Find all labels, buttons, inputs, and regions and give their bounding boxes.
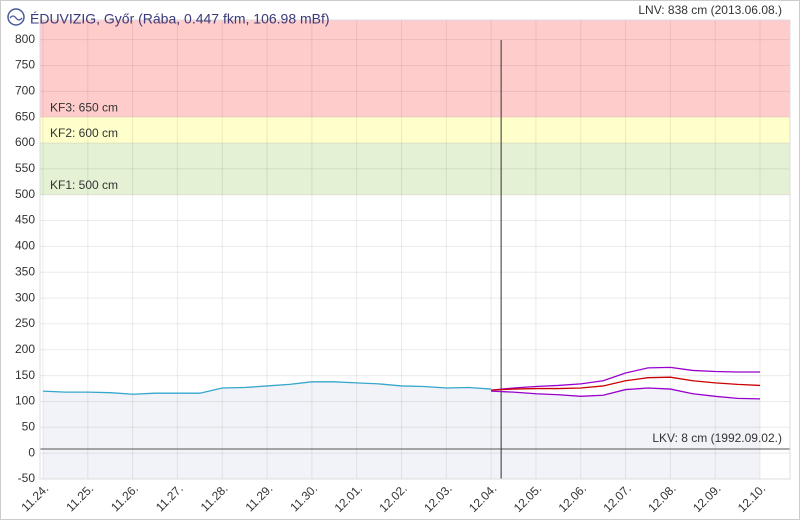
zone-band (40, 143, 790, 195)
zone-label: KF1: 500 cm (50, 178, 118, 192)
y-tick-label: 300 (15, 290, 35, 304)
plot: -50 0 50 100 150 200 250 300 350 400 450 500 550 600 6… (15, 3, 791, 515)
y-tick-label: 350 (15, 264, 35, 278)
zone-label: KF3: 650 cm (50, 100, 118, 114)
y-tick-label: 450 (15, 213, 35, 227)
y-tick-label: 250 (15, 316, 35, 330)
y-tick-label: -50 (18, 471, 36, 485)
y-tick-label: 100 (15, 394, 35, 408)
plot-border (39, 19, 791, 480)
y-tick-label: 500 (15, 187, 35, 201)
y-tick-label: 550 (15, 161, 35, 175)
zone-band (40, 117, 790, 144)
y-tick-label: 700 (15, 84, 35, 98)
area-fill (43, 381, 492, 479)
series-line (491, 376, 761, 391)
y-tick-label: 150 (15, 368, 35, 382)
y-tick-label: 650 (15, 109, 35, 123)
y-tick-label: 50 (22, 419, 36, 433)
logo-wave (9, 15, 23, 21)
y-tick-label: 750 (15, 58, 35, 72)
y-tick-label: 800 (15, 32, 35, 46)
lkv-label: LKV: 8 cm (1992.09.02.) (652, 431, 782, 445)
y-tick-label: 400 (15, 239, 35, 253)
zone-label: KF2: 600 cm (50, 126, 118, 140)
y-tick-label: 0 (28, 445, 35, 459)
series-line (491, 366, 760, 391)
lnv-label: LNV: 838 cm (2013.06.08.) (638, 3, 782, 17)
series-line (42, 381, 492, 395)
y-tick-label: 600 (15, 135, 35, 149)
zone-band (40, 20, 790, 118)
chart-title: ÉDUVIZIG, Győr (Rába, 0.447 fkm, 106.98 … (30, 11, 330, 27)
area-fill (491, 388, 760, 479)
series-line (491, 387, 761, 400)
y-tick-label: 200 (15, 342, 35, 356)
